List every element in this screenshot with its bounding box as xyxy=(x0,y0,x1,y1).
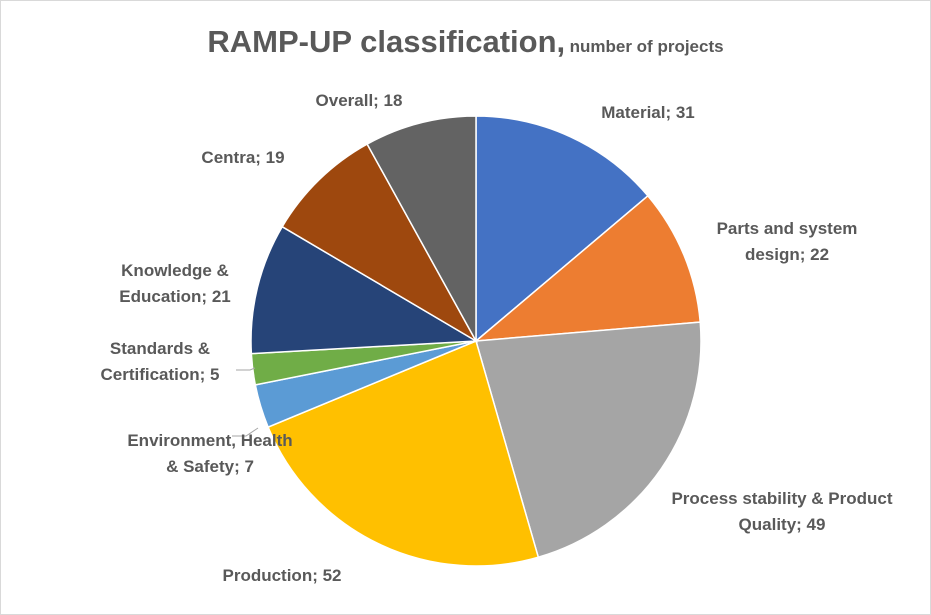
chart-subtitle: number of projects xyxy=(569,37,724,56)
pie-slice xyxy=(267,339,540,567)
pie-slice xyxy=(250,225,479,355)
leader-line xyxy=(236,367,256,371)
data-label: Centra; 19 xyxy=(201,148,285,167)
slices xyxy=(250,115,702,567)
data-label: Overall; 18 xyxy=(315,91,403,110)
data-label: Production; 52 xyxy=(222,566,342,585)
leader-line xyxy=(232,427,259,437)
pie-slice xyxy=(475,115,649,343)
data-label: Process stability & Product Quality; 49 xyxy=(671,489,893,534)
pie-slice xyxy=(366,115,477,342)
data-label: Material; 31 xyxy=(601,103,695,122)
title-block: RAMP-UP classification, number of projec… xyxy=(0,24,931,60)
data-label: Knowledge & Education; 21 xyxy=(119,261,231,306)
data-label: Environment, Health & Safety; 7 xyxy=(127,431,293,476)
pie-slice xyxy=(281,143,478,344)
pie-slice xyxy=(473,194,702,342)
data-label: Parts and system design; 22 xyxy=(716,219,858,264)
data-label: Standards & Certification; 5 xyxy=(100,339,220,384)
chart-title: RAMP-UP classification, xyxy=(207,24,566,59)
pie-slice xyxy=(475,321,702,559)
